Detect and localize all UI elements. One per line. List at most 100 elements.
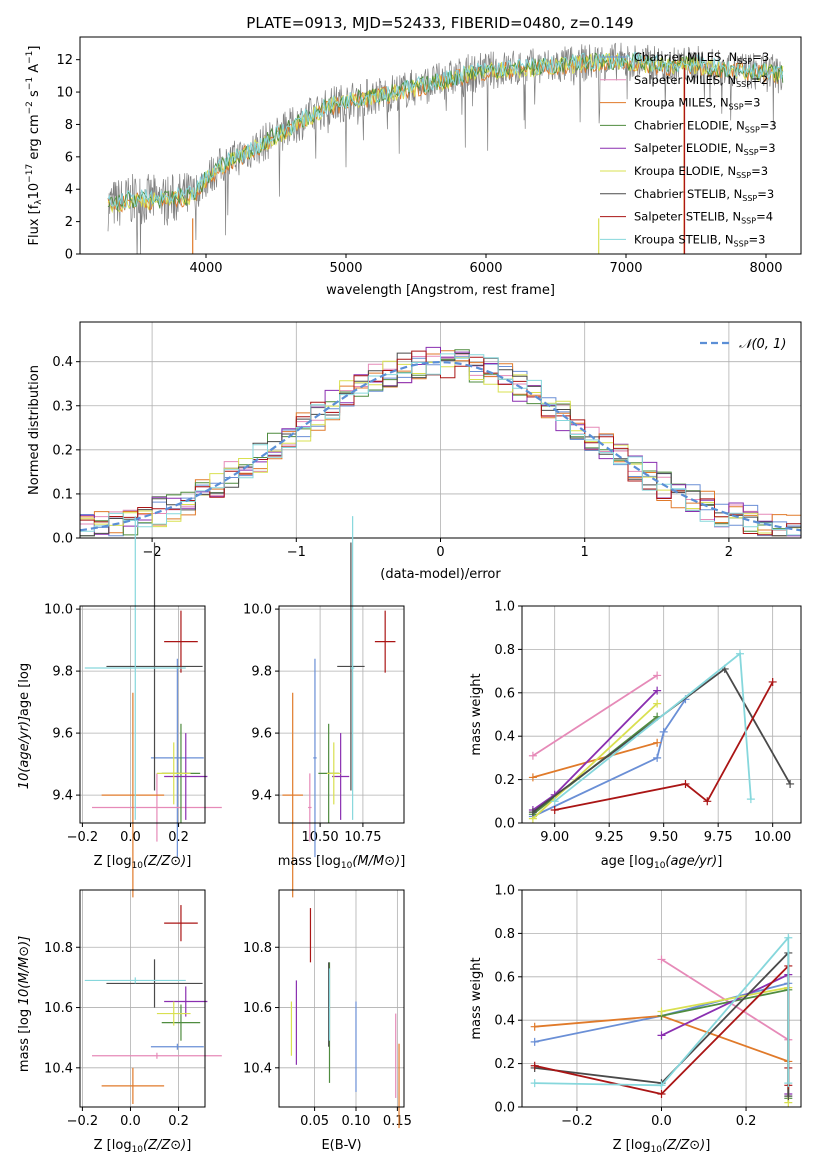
plus-marker xyxy=(703,797,712,806)
errorbar-point-salpeter_miles xyxy=(92,1052,222,1059)
errorbar-point-chabrier_miles xyxy=(150,1043,204,1050)
errorbar-point-kroupa_miles xyxy=(101,1067,165,1104)
spectrum-xlabel: wavelength [Angstrom, rest frame] xyxy=(326,283,555,298)
plus-marker xyxy=(528,808,537,817)
plus-marker xyxy=(657,1007,666,1016)
y-tick-label: 4 xyxy=(65,183,73,198)
plus-marker xyxy=(550,805,559,814)
legend-label-chabrier_miles: Chabrier MILES, NSSP=3 xyxy=(634,50,769,66)
plus-marker xyxy=(657,1089,666,1098)
plus-marker xyxy=(786,779,795,788)
mass_weight_vs_age-axes: 9.00 9.25 9.50 9.75 10.00 0.0 0.2 0.4 0.6 0.8 1.0 m… xyxy=(469,600,801,871)
x-tick-label: 0.0 xyxy=(651,1114,672,1129)
y-tick-label: 0.1 xyxy=(52,487,73,502)
mass-weight-vs-age-xlabel: age [log10(age/yr)] xyxy=(601,854,723,871)
y-tick-label: 9.8 xyxy=(251,665,272,680)
age_vs_mass-frame xyxy=(278,605,405,824)
y-tick-label: 9.8 xyxy=(52,665,73,680)
spectrum-ylabel: Flux [fλ10−17 erg cm−2 s−1 A−1] xyxy=(25,46,44,246)
y-tick-label: 10.0 xyxy=(44,603,73,618)
plus-marker xyxy=(653,738,662,747)
legend-label-salpeter_stelib: Salpeter STELIB, NSSP=4 xyxy=(634,210,773,226)
x-tick-label: 4000 xyxy=(189,261,222,276)
legend-label-kroupa_miles: Kroupa MILES, NSSP=3 xyxy=(634,96,760,112)
age-vs-mass-xlabel: mass [log10(M/M⊙)] xyxy=(278,854,406,871)
plus-marker xyxy=(530,1061,539,1070)
mass_vs_ebv-frame xyxy=(278,889,405,1108)
errorbar-point-kroupa_miles xyxy=(101,692,165,898)
plus-marker xyxy=(530,1037,539,1046)
x-tick-label: 10.75 xyxy=(344,830,381,845)
errorbar-point-chabrier_miles xyxy=(313,658,317,858)
x-tick-label: −0.2 xyxy=(67,830,99,845)
mass_weight_vs_age-ylabel: mass weight xyxy=(469,673,484,755)
mass-vs-Z-xlabel: Z [log10(Z/Z⊙)] xyxy=(94,1138,192,1155)
y-tick-label: 0.2 xyxy=(494,773,515,788)
mass-weight-line-chabrier_elodie xyxy=(661,988,790,1099)
mass_weight_vs_age-frame xyxy=(521,605,802,824)
y-tick-label: 0.3 xyxy=(52,399,73,414)
y-tick-label: 0.0 xyxy=(494,817,515,832)
plus-marker xyxy=(653,686,662,695)
spectrum-frame xyxy=(79,36,802,255)
histogram-kroupa_stelib xyxy=(80,353,801,536)
x-tick-label: 0.15 xyxy=(383,1114,412,1129)
mass-weight-line-salpeter_elodie xyxy=(661,973,790,1094)
legend-label-salpeter_elodie: Salpeter ELODIE, NSSP=3 xyxy=(634,141,776,157)
x-tick-label: −0.2 xyxy=(561,1114,593,1129)
age-vs-Z-ylabel-math: 10(age/yr)] xyxy=(17,716,32,789)
errorbar-point-chabrier_stelib xyxy=(106,542,203,791)
mass-weight-line-kroupa_elodie xyxy=(532,702,658,820)
x-tick-label: −0.2 xyxy=(67,1114,99,1129)
plus-marker xyxy=(653,671,662,680)
age_vs_Z-frame xyxy=(79,605,206,824)
errorbar-point-kroupa_elodie xyxy=(156,742,191,805)
y-tick-label: 0 xyxy=(65,248,73,263)
spectrum-legend: Chabrier MILES, NSSP=3 Salpeter MILES, NS… xyxy=(600,50,777,248)
errorbar-point-kroupa_miles xyxy=(282,692,303,898)
x-tick-label: 7000 xyxy=(609,261,642,276)
errorbar-point-salpeter_stelib xyxy=(164,905,198,942)
mass_weight_vs_Z-axes: −0.2 0.0 0.2 0.0 0.2 0.4 0.6 0.8 1.0 mass weight Z… xyxy=(469,884,801,1155)
plus-marker xyxy=(659,727,668,736)
plus-marker xyxy=(528,773,537,782)
plus-marker xyxy=(530,1022,539,1031)
mass-vs-Z-ylabel-math: 10(M/M⊙)] xyxy=(17,936,32,1005)
y-tick-label: 10.6 xyxy=(243,1001,272,1016)
mass-weight-vs-Z-xlabel: Z [log10(Z/Z⊙)] xyxy=(613,1138,711,1155)
x-tick-label: 0.0 xyxy=(120,830,141,845)
age-vs-Z-xlabel: Z [log10(Z/Z⊙)] xyxy=(94,854,192,871)
mass-weight-line-chabrier_miles xyxy=(532,698,687,818)
y-tick-label: 9.4 xyxy=(251,789,272,804)
y-tick-label: 8 xyxy=(65,118,73,133)
errorbar-point-salpeter_elodie xyxy=(164,986,208,1017)
plus-marker xyxy=(657,955,666,964)
x-tick-label: 8000 xyxy=(749,261,782,276)
y-tick-label: 0.6 xyxy=(494,970,515,985)
errorbar-point-kroupa_elodie xyxy=(326,742,341,805)
x-tick-label: 10.50 xyxy=(301,830,338,845)
age-vs-Z-ylabel-part: age [log xyxy=(17,663,32,716)
y-tick-label: 10.8 xyxy=(243,941,272,956)
y-tick-label: 1.0 xyxy=(494,884,515,899)
mass-weight-line-salpeter_stelib xyxy=(554,681,774,811)
x-tick-label: 10.00 xyxy=(754,830,791,845)
y-tick-label: 10.4 xyxy=(44,1061,73,1076)
legend-label-salpeter_miles: Salpeter MILES, NSSP=2 xyxy=(634,73,768,89)
age_vs_Z-axes: −0.2 0.0 0.2 9.4 9.6 9.8 10.0 Z [log10(Z/Z⊙)] ag… xyxy=(17,516,222,898)
mass_vs_Z-frame xyxy=(79,889,206,1108)
x-tick-label: 5000 xyxy=(329,261,362,276)
errorbar-point-salpeter_stelib xyxy=(374,610,396,673)
errorbar-point-chabrier_elodie xyxy=(161,1004,201,1041)
y-tick-label: 0.8 xyxy=(494,927,515,942)
spectrum-axes: 4000 5000 6000 7000 8000 0 2 4 6 8 10 12 Chabrier MI… xyxy=(25,42,784,298)
x-tick-label: 1 xyxy=(581,545,589,560)
mass_vs_Z-axes: −0.2 0.0 0.2 10.4 10.6 10.8 Z [log10(Z/Z⊙)] mas… xyxy=(17,890,222,1155)
y-tick-label: 0.0 xyxy=(494,1101,515,1116)
y-tick-label: 9.4 xyxy=(52,789,73,804)
x-tick-label: 6000 xyxy=(469,261,502,276)
mass_weight_vs_Z-ylabel: mass weight xyxy=(469,957,484,1039)
mass-weight-line-salpeter_elodie xyxy=(532,689,658,811)
residuals-xlabel: (data-model)/error xyxy=(380,567,501,582)
